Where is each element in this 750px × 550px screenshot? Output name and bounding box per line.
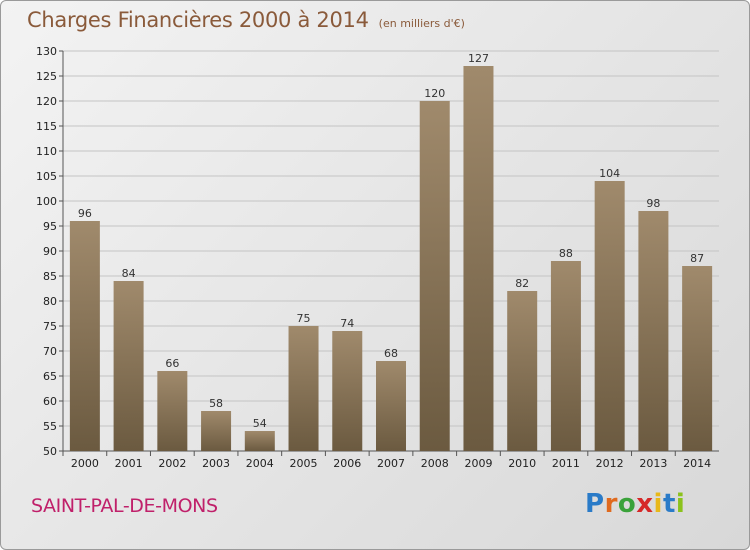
bar [69, 221, 100, 451]
chart-title: Charges Financières 2000 à 2014 (en milli… [27, 8, 465, 32]
y-tick-label: 120 [36, 95, 57, 108]
bar [463, 66, 494, 451]
y-tick-label: 50 [43, 445, 57, 458]
y-tick-label: 95 [43, 220, 57, 233]
y-tick-labels: 50 55 60 65 70 75 80 85 90 95 100 105 110 115 120 125 13… [36, 45, 63, 458]
x-tick-label: 2011 [552, 457, 580, 470]
title-text: Charges Financières 2000 à 2014 [27, 8, 369, 32]
y-tick-label: 85 [43, 270, 57, 283]
x-tick-label: 2008 [421, 457, 449, 470]
bar [419, 101, 450, 451]
value-label: 127 [468, 52, 489, 65]
bar [550, 261, 581, 451]
value-label: 75 [297, 312, 311, 325]
bar [332, 331, 363, 451]
y-tick-label: 100 [36, 195, 57, 208]
y-tick-label: 90 [43, 245, 57, 258]
y-tick-label: 55 [43, 420, 57, 433]
commune-name: SAINT-PAL-DE-MONS [31, 495, 218, 517]
x-tick-label: 2012 [596, 457, 624, 470]
y-tick-label: 105 [36, 170, 57, 183]
value-label: 88 [559, 247, 573, 260]
bar [201, 411, 232, 451]
y-tick-label: 70 [43, 345, 57, 358]
value-label: 68 [384, 347, 398, 360]
x-tick-label: 2003 [202, 457, 230, 470]
bar [507, 291, 538, 451]
value-label: 120 [424, 87, 445, 100]
y-tick-label: 115 [36, 120, 57, 133]
x-tick-label: 2009 [464, 457, 492, 470]
value-label: 104 [599, 167, 620, 180]
value-label: 58 [209, 397, 223, 410]
bar [594, 181, 625, 451]
value-label: 82 [515, 277, 529, 290]
x-tick-label: 2006 [333, 457, 361, 470]
y-tick-label: 125 [36, 70, 57, 83]
x-tick-label: 2007 [377, 457, 405, 470]
value-label: 54 [253, 417, 267, 430]
x-tick-label: 2001 [115, 457, 143, 470]
x-tick-label: 2004 [246, 457, 274, 470]
value-label: 96 [78, 207, 92, 220]
value-label: 87 [690, 252, 704, 265]
bar [113, 281, 144, 451]
y-tick-label: 65 [43, 370, 57, 383]
proxiti-logo: Proxiti [585, 489, 686, 519]
x-tick-label: 2013 [639, 457, 667, 470]
x-tick-label: 2005 [290, 457, 318, 470]
value-labels: 96 84 66 58 54 75 74 68 120 127 82 88 104 98 87 [78, 52, 704, 430]
bar [376, 361, 406, 451]
value-label: 66 [165, 357, 179, 370]
x-tick-label: 2010 [508, 457, 536, 470]
x-tick-labels: 2000 2001 2002 2003 2004 2005 2006 2007 2008 2009… [62, 451, 711, 470]
bar [244, 431, 275, 451]
value-label: 84 [122, 267, 136, 280]
bars [69, 66, 713, 451]
y-tick-label: 60 [43, 395, 57, 408]
bar [682, 266, 713, 451]
unit-label: (en milliers d'€) [378, 17, 465, 30]
bar [638, 211, 669, 451]
y-tick-label: 75 [43, 320, 57, 333]
bar [157, 371, 188, 451]
y-tick-label: 80 [43, 295, 57, 308]
y-tick-label: 130 [36, 45, 57, 58]
x-tick-label: 2014 [683, 457, 711, 470]
value-label: 74 [340, 317, 354, 330]
x-tick-label: 2002 [158, 457, 186, 470]
bar [288, 326, 319, 451]
y-tick-label: 110 [36, 145, 57, 158]
value-label: 98 [646, 197, 660, 210]
x-tick-label: 2000 [71, 457, 99, 470]
